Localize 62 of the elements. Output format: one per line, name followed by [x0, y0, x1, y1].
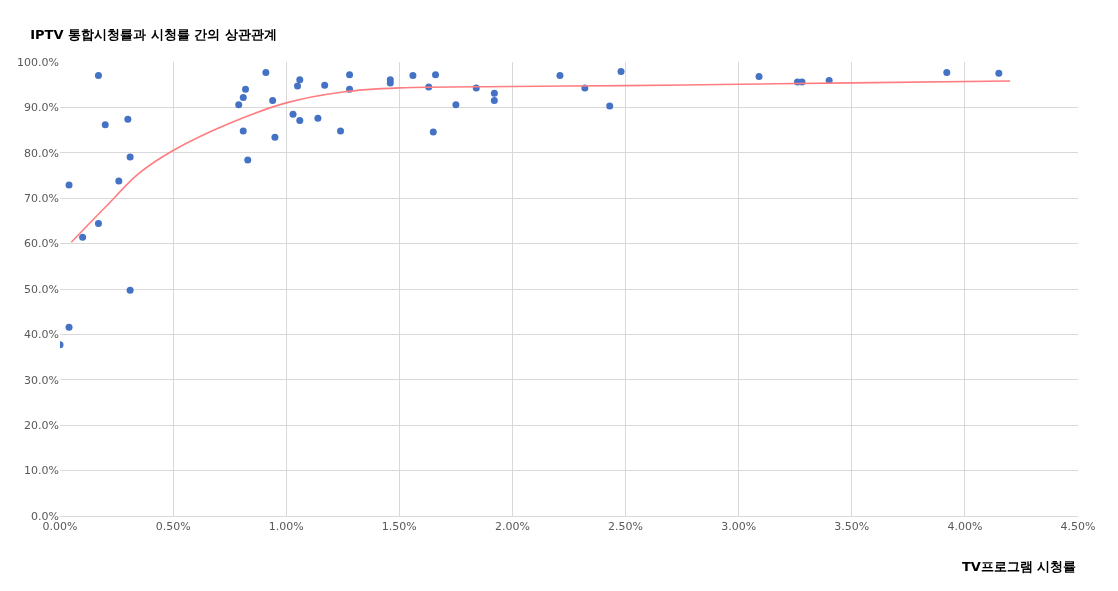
point — [65, 181, 73, 189]
y-tick-label: 70.0% — [24, 192, 59, 206]
point — [556, 72, 564, 80]
chart-title: IPTV 통합시청률과 시청률 간의 상관관계 — [30, 26, 277, 42]
point — [79, 233, 87, 241]
point — [995, 69, 1003, 77]
point — [239, 127, 247, 135]
point — [271, 133, 279, 141]
x-tick-label: 1.50% — [381, 520, 417, 534]
point — [244, 156, 252, 164]
point — [242, 85, 249, 93]
x-tick-label: 3.00% — [721, 520, 757, 534]
x-tick-label: 1.00% — [268, 520, 304, 534]
y-tick-label: 30.0% — [24, 373, 59, 387]
point — [262, 68, 270, 76]
point — [314, 114, 322, 122]
point — [101, 121, 109, 129]
point — [65, 323, 73, 331]
y-tick-label: 50.0% — [24, 282, 59, 296]
point — [126, 153, 134, 161]
y-tick-label: 10.0% — [24, 464, 59, 478]
y-tick-label: 90.0% — [24, 101, 59, 115]
point — [296, 117, 304, 125]
point — [452, 101, 460, 109]
y-tick-label: 80.0% — [24, 146, 59, 160]
point — [409, 72, 417, 80]
y-tick-label: 40.0% — [24, 328, 59, 342]
x-tick-label: 0.50% — [155, 520, 191, 534]
y-tick-label: 100.0% — [17, 55, 59, 69]
x-tick-label: 4.50% — [1060, 520, 1096, 534]
point — [296, 76, 304, 84]
point — [289, 110, 297, 118]
point — [239, 93, 247, 101]
point — [346, 71, 354, 79]
x-tick-label: 3.50% — [834, 520, 870, 534]
point — [321, 81, 329, 89]
point — [94, 220, 102, 228]
point — [490, 89, 498, 97]
point — [124, 115, 132, 123]
point — [606, 102, 614, 110]
point — [115, 177, 123, 185]
point — [235, 101, 243, 109]
x-axis-title: TV프로그램 시청률 — [962, 559, 1077, 574]
point — [294, 82, 302, 90]
point — [269, 97, 277, 105]
point — [490, 97, 498, 105]
point — [94, 72, 102, 80]
point — [943, 68, 951, 76]
point — [126, 286, 134, 294]
y-tick-label: 20.0% — [24, 419, 59, 433]
y-tick-label: 0.0% — [31, 509, 59, 523]
point — [429, 128, 437, 136]
line-series — [70, 80, 1011, 244]
x-tick-label: 2.00% — [494, 520, 530, 534]
point — [755, 73, 763, 81]
x-tick-label: 4.00% — [947, 520, 983, 534]
point — [337, 127, 345, 135]
x-tick-label: 2.50% — [608, 520, 644, 534]
point — [432, 71, 440, 79]
y-tick-label: 60.0% — [24, 237, 59, 251]
x-tick-label: 0.00% — [42, 520, 78, 534]
point — [617, 68, 625, 76]
